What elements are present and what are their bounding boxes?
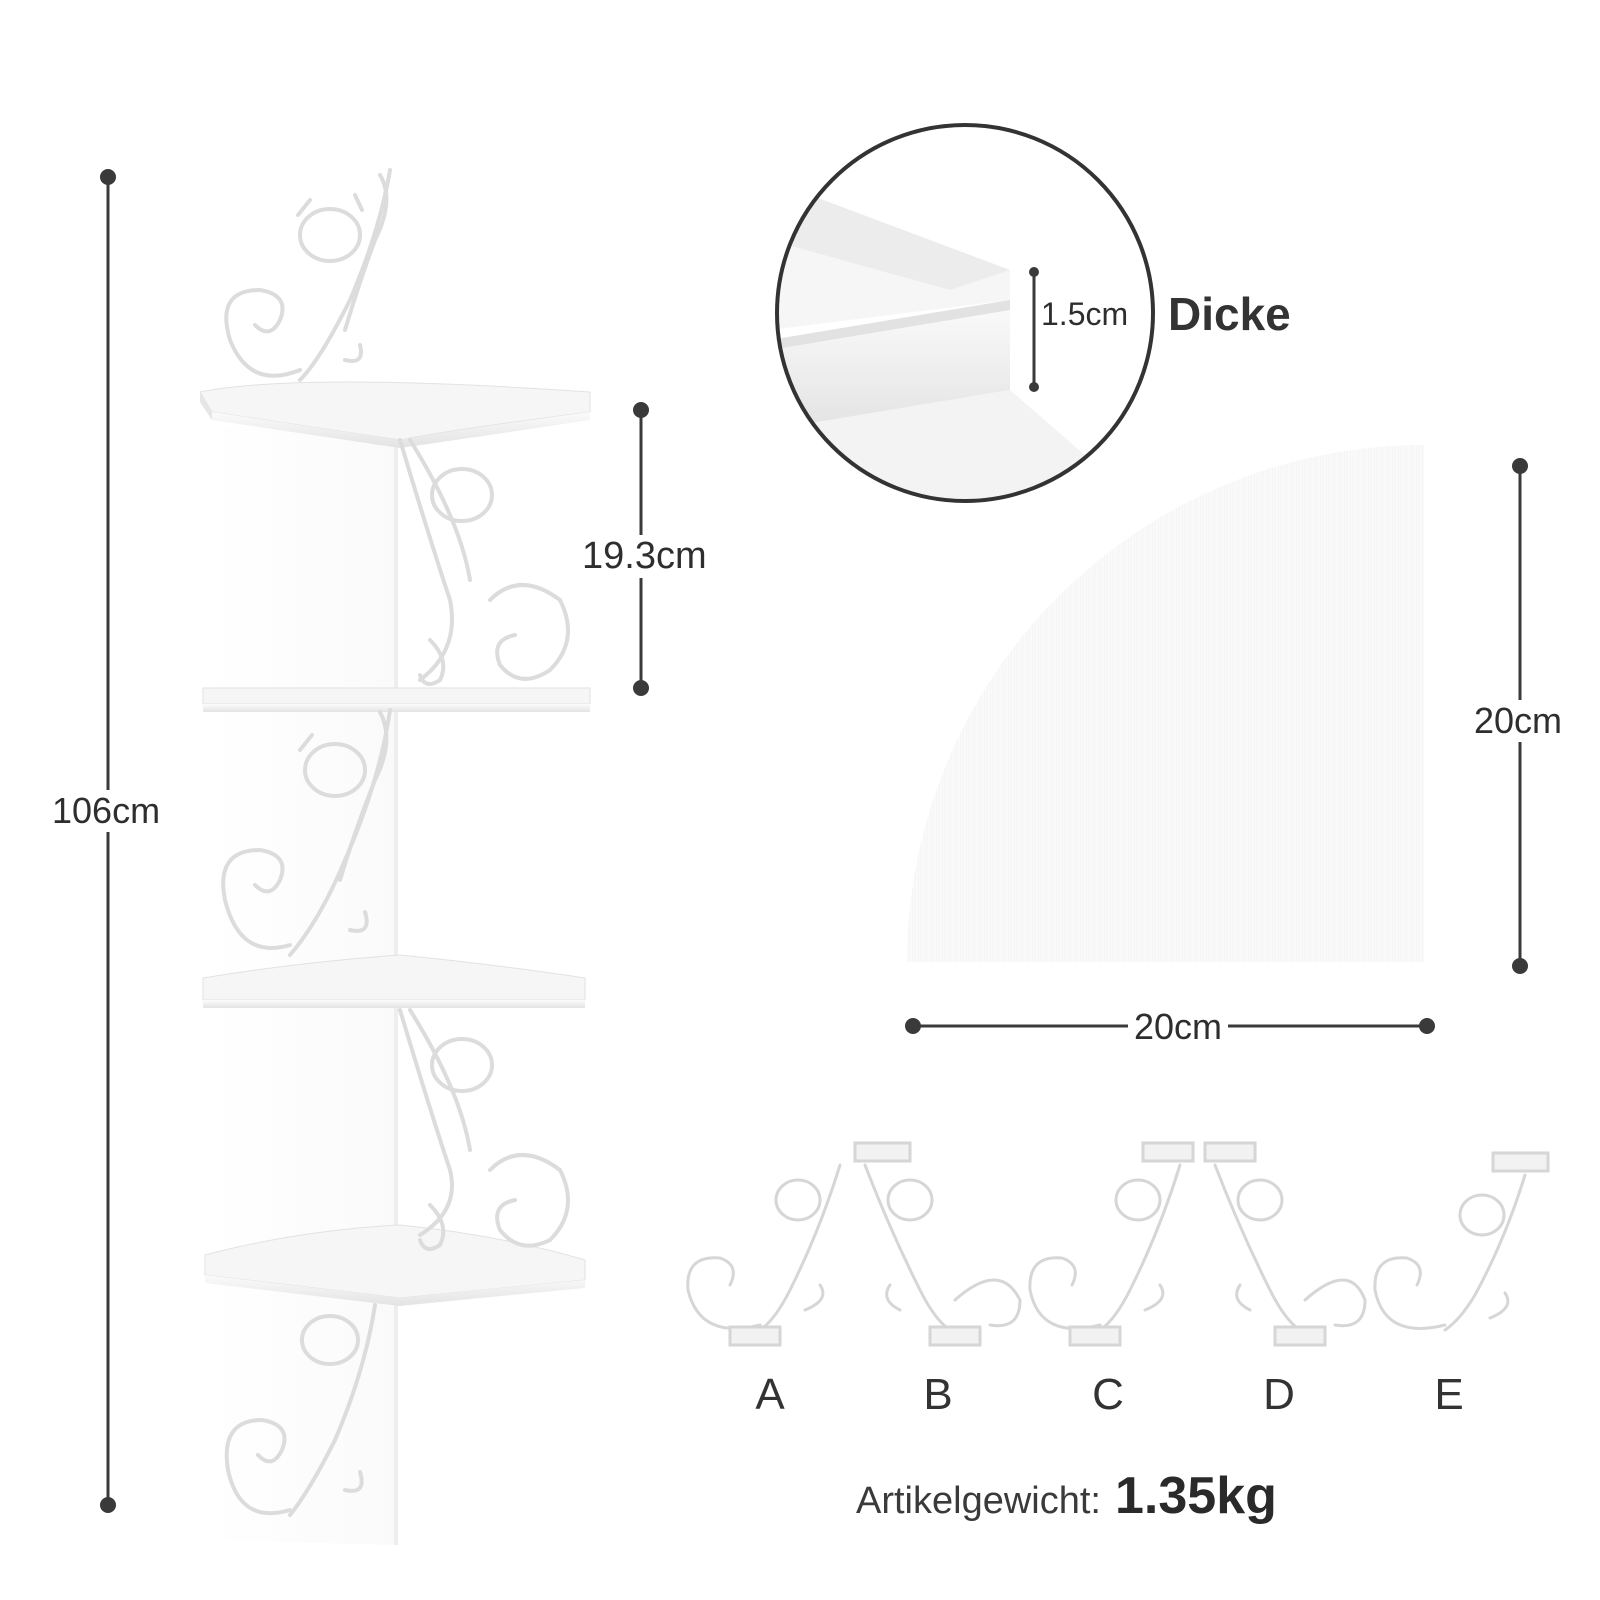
total-height-label: 106cm	[52, 790, 161, 832]
dimension-total-height	[100, 169, 116, 1513]
bracket-3	[221, 708, 392, 957]
thickness-word-label: Dicke	[1168, 288, 1291, 340]
corner-shelf-unit	[199, 168, 591, 1545]
shelf-width-label: 20cm	[1128, 1006, 1229, 1048]
shelf-3	[202, 954, 586, 1008]
bracket-bottom	[224, 1303, 377, 1517]
shelf-depth-label: 20cm	[1474, 700, 1563, 742]
shelf-2	[202, 687, 591, 712]
bracket-variant-b-icon	[853, 1141, 1022, 1347]
shelf-top-view	[907, 445, 1424, 962]
variant-label-b: B	[923, 1370, 953, 1419]
bracket-variant-d-icon	[1203, 1141, 1367, 1347]
shelf-4	[204, 1224, 586, 1306]
bracket-2	[398, 438, 570, 686]
bracket-variant-a-icon	[686, 1163, 842, 1347]
thickness-detail	[775, 123, 1155, 503]
variant-label-e: E	[1434, 1370, 1464, 1419]
weight-value: 1.35kg	[1114, 1467, 1277, 1525]
variant-label-d: D	[1263, 1370, 1295, 1419]
bracket-variant-c-icon	[1028, 1141, 1195, 1347]
bracket-top	[224, 168, 392, 382]
weight-label: Artikelgewicht:	[856, 1480, 1101, 1522]
variant-label-a: A	[755, 1370, 785, 1419]
bracket-4	[398, 1008, 570, 1251]
bracket-variant-e-icon	[1373, 1151, 1550, 1332]
thickness-value-label: 1.5cm	[1041, 296, 1129, 332]
variant-label-c: C	[1092, 1370, 1124, 1419]
item-weight: Artikelgewicht: 1.35kg	[856, 1466, 1277, 1526]
shelf-spacing-label: 19.3cm	[582, 535, 707, 578]
